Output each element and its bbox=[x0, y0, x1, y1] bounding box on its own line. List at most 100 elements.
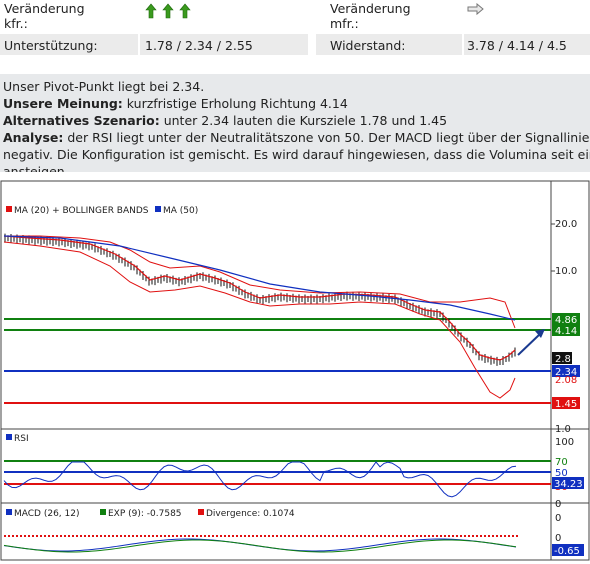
divergence-bar bbox=[96, 535, 98, 537]
rsi-tick-100: 100 bbox=[555, 437, 574, 448]
divergence-bar bbox=[100, 535, 102, 537]
divergence-bar bbox=[116, 535, 118, 537]
divergence-bar bbox=[192, 535, 194, 537]
divergence-bar bbox=[300, 535, 302, 537]
divergence-bar bbox=[216, 535, 218, 537]
rsi-tick-0: 0 bbox=[555, 499, 561, 510]
divergence-bar bbox=[220, 535, 222, 537]
divergence-bar bbox=[128, 535, 130, 537]
level-label-4-86: 4.86 bbox=[555, 315, 577, 326]
divergence-bar bbox=[24, 535, 26, 537]
divergence-bar bbox=[56, 535, 58, 537]
divergence-bar bbox=[200, 535, 202, 537]
divergence-bar bbox=[388, 535, 390, 537]
divergence-bar bbox=[256, 535, 258, 537]
legend-ma50: MA (50) bbox=[163, 206, 198, 216]
level-label-2-8: 2.8 bbox=[555, 354, 571, 365]
divergence-bar bbox=[276, 535, 278, 537]
divergence-bar bbox=[440, 535, 442, 537]
divergence-bar bbox=[268, 535, 270, 537]
divergence-bar bbox=[184, 535, 186, 537]
legend-ma20: MA (20) + BOLLINGER BANDS bbox=[14, 206, 149, 216]
support-value: 1.78 / 2.34 / 2.55 bbox=[145, 38, 253, 53]
price-tick-10: 10.0 bbox=[555, 266, 577, 277]
divergence-bar bbox=[64, 535, 66, 537]
divergence-bar bbox=[492, 535, 494, 537]
level-label-2-34: 2.34 bbox=[555, 367, 577, 378]
ma50-line bbox=[3, 235, 516, 321]
divergence-bar bbox=[152, 535, 154, 537]
divergence-bar bbox=[496, 535, 498, 537]
resistance-value: 3.78 / 4.14 / 4.5 bbox=[467, 38, 567, 53]
divergence-bar bbox=[44, 535, 46, 537]
divergence-bar bbox=[148, 535, 150, 537]
divergence-bar bbox=[4, 535, 6, 537]
divergence-bar bbox=[160, 535, 162, 537]
divergence-bar bbox=[316, 535, 318, 537]
divergence-bar bbox=[472, 535, 474, 537]
price-tick-20: 20.0 bbox=[555, 219, 577, 230]
divergence-bar bbox=[340, 535, 342, 537]
divergence-bar bbox=[432, 535, 434, 537]
kfr-label: Veränderung kfr.: bbox=[4, 1, 85, 31]
divergence-bar bbox=[12, 535, 14, 537]
divergence-bar bbox=[436, 535, 438, 537]
technical-chart: MA (20) + BOLLINGER BANDS MA (50) RSI MA… bbox=[0, 180, 590, 561]
level-label-1-45: 1.45 bbox=[555, 399, 577, 410]
divergence-bar bbox=[212, 535, 214, 537]
rsi-current-label: 34.23 bbox=[554, 479, 583, 490]
price-tick-1: 1.0 bbox=[555, 424, 571, 435]
divergence-bar bbox=[444, 535, 446, 537]
divergence-bar bbox=[412, 535, 414, 537]
divergence-bar bbox=[104, 535, 106, 537]
divergence-bar bbox=[452, 535, 454, 537]
legend-divergence: Divergence: 0.1074 bbox=[206, 509, 295, 519]
divergence-bar bbox=[28, 535, 30, 537]
divergence-bar bbox=[344, 535, 346, 537]
divergence-bar bbox=[380, 535, 382, 537]
divergence-bar bbox=[428, 535, 430, 537]
divergence-bar bbox=[52, 535, 54, 537]
divergence-bar bbox=[232, 535, 234, 537]
macd-tick-0a: 0 bbox=[555, 513, 561, 524]
divergence-bar bbox=[420, 535, 422, 537]
divergence-bar bbox=[172, 535, 174, 537]
price-legend: MA (20) + BOLLINGER BANDS MA (50) bbox=[6, 206, 198, 216]
divergence-bar bbox=[464, 535, 466, 537]
divergence-bar bbox=[224, 535, 226, 537]
macd-legend: MACD (26, 12) EXP (9): -0.7585 Divergenc… bbox=[6, 509, 295, 519]
divergence-bar bbox=[284, 535, 286, 537]
divergence-bar bbox=[240, 535, 242, 537]
divergence-bar bbox=[244, 535, 246, 537]
divergence-bar bbox=[280, 535, 282, 537]
divergence-bar bbox=[112, 535, 114, 537]
divergence-bar bbox=[176, 535, 178, 537]
analysis-text: der RSI liegt unter der Neutralitätszone… bbox=[63, 130, 590, 145]
divergence-bar bbox=[88, 535, 90, 537]
divergence-bar bbox=[392, 535, 394, 537]
rsi-tick-70: 70 bbox=[555, 457, 568, 468]
rsi-tick-50: 50 bbox=[555, 468, 568, 479]
divergence-bar bbox=[396, 535, 398, 537]
divergence-bar bbox=[404, 535, 406, 537]
legend-rsi: RSI bbox=[14, 434, 29, 444]
divergence-bar bbox=[424, 535, 426, 537]
rsi-series bbox=[3, 461, 517, 498]
divergence-bar bbox=[292, 535, 294, 537]
divergence-bar bbox=[308, 535, 310, 537]
divergence-bar bbox=[168, 535, 170, 537]
divergence-bar bbox=[248, 535, 250, 537]
pivot-text: Unser Pivot-Punkt liegt bei 2.34. bbox=[3, 79, 205, 94]
divergence-bar bbox=[484, 535, 486, 537]
divergence-bar bbox=[384, 535, 386, 537]
divergence-bar bbox=[92, 535, 94, 537]
divergence-bar bbox=[448, 535, 450, 537]
divergence-bar bbox=[36, 535, 38, 537]
divergence-bar bbox=[32, 535, 34, 537]
divergence-bar bbox=[516, 535, 518, 537]
exp-line bbox=[3, 539, 517, 553]
divergence-bar bbox=[76, 535, 78, 537]
divergence-bar bbox=[196, 535, 198, 537]
divergence-bar bbox=[348, 535, 350, 537]
divergence-bar bbox=[324, 535, 326, 537]
